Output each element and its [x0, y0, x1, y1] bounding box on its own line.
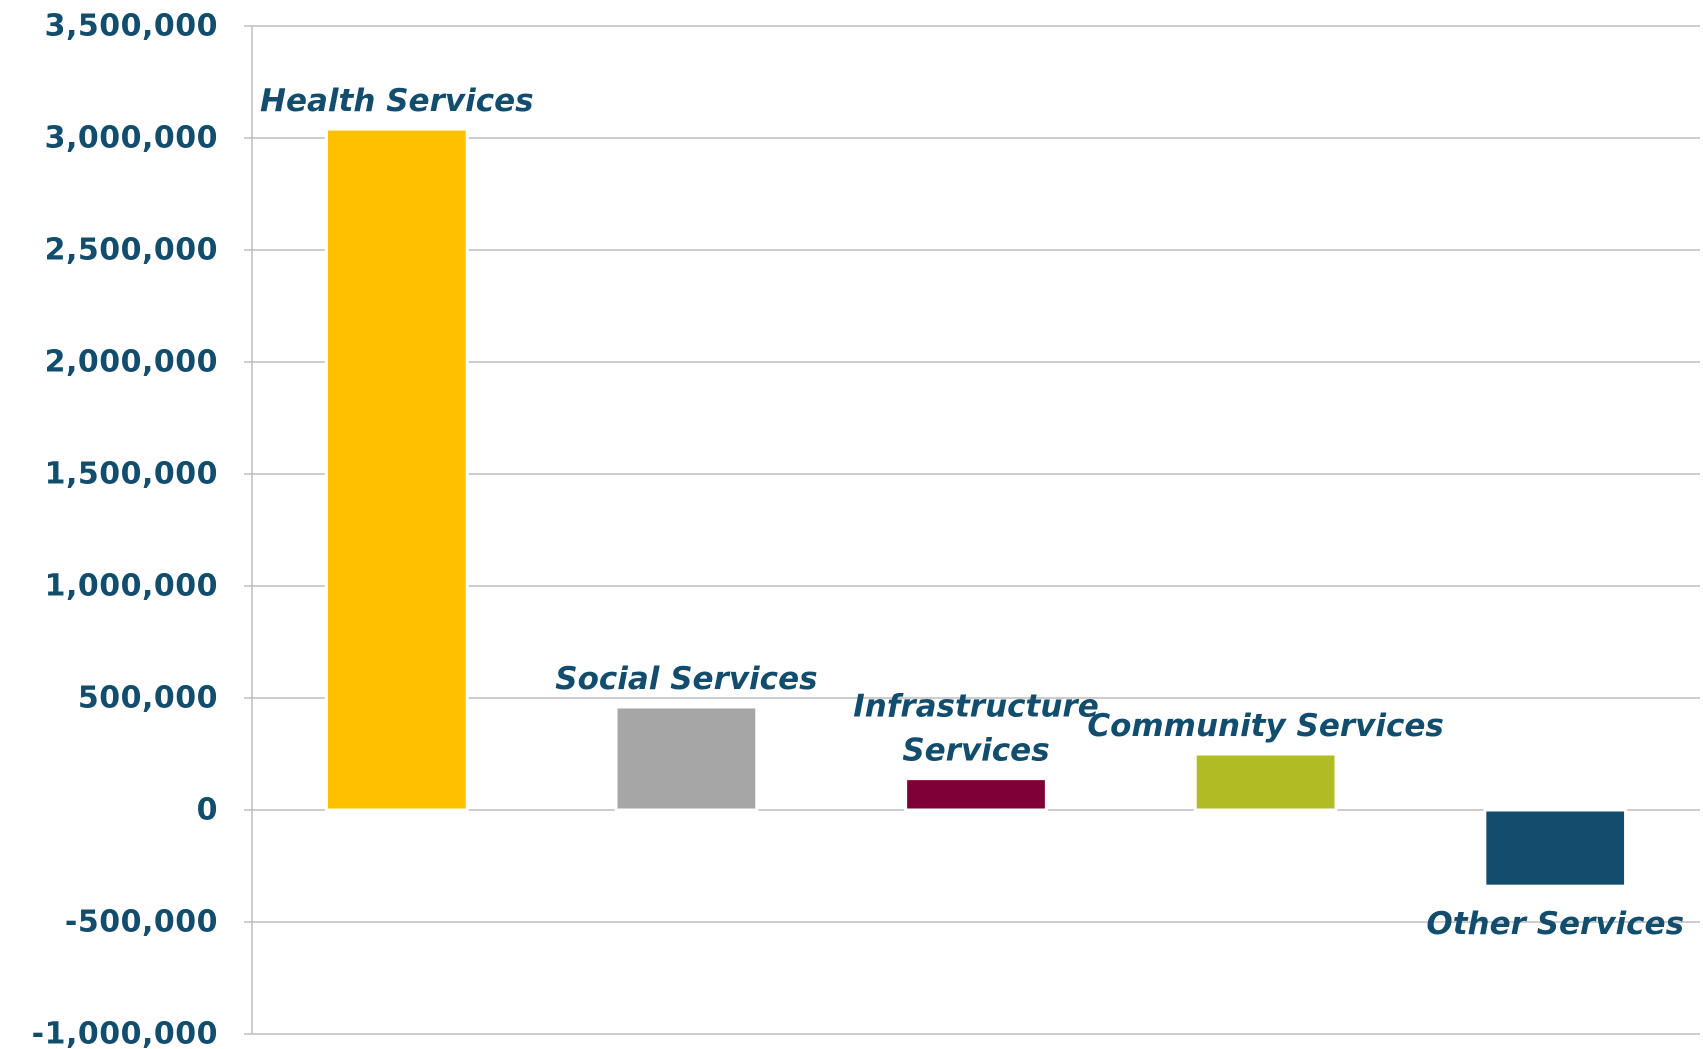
y-tick-labels: 3,500,000 3,000,000 2,500,000 2,000,000 1,50… [32, 9, 218, 1049]
y-tick-label: 500,000 [78, 681, 218, 716]
data-label: Social Services [555, 661, 817, 697]
data-label: Health Services [260, 83, 534, 119]
data-label: Other Services [1426, 906, 1684, 942]
data-labels: Health Services Social Services Infrastruc… [260, 83, 1684, 942]
y-tick-label: 3,500,000 [45, 9, 218, 44]
data-label: Services [902, 733, 1049, 769]
y-tick-label: 1,500,000 [45, 457, 218, 492]
gridlines [252, 25, 1700, 1035]
data-label: Infrastructure [853, 689, 1099, 725]
y-tick-label: -1,000,000 [32, 1017, 218, 1049]
y-tick-label: 0 [197, 793, 218, 828]
y-tick-label: 3,000,000 [45, 121, 218, 156]
y-tick-label: 2,500,000 [45, 233, 218, 268]
y-tick-label: -500,000 [65, 905, 218, 940]
bar-social-services [614, 705, 759, 812]
bar-health-services [324, 127, 469, 812]
y-tick-label: 2,000,000 [45, 345, 218, 380]
bar-infrastructure-services [904, 777, 1048, 812]
bars [324, 127, 1628, 888]
y-axis [244, 25, 253, 1035]
bar-community-services [1193, 752, 1338, 812]
y-tick-label: 1,000,000 [45, 569, 218, 604]
data-label: Community Services [1087, 708, 1444, 744]
bar-other-services [1483, 808, 1628, 888]
